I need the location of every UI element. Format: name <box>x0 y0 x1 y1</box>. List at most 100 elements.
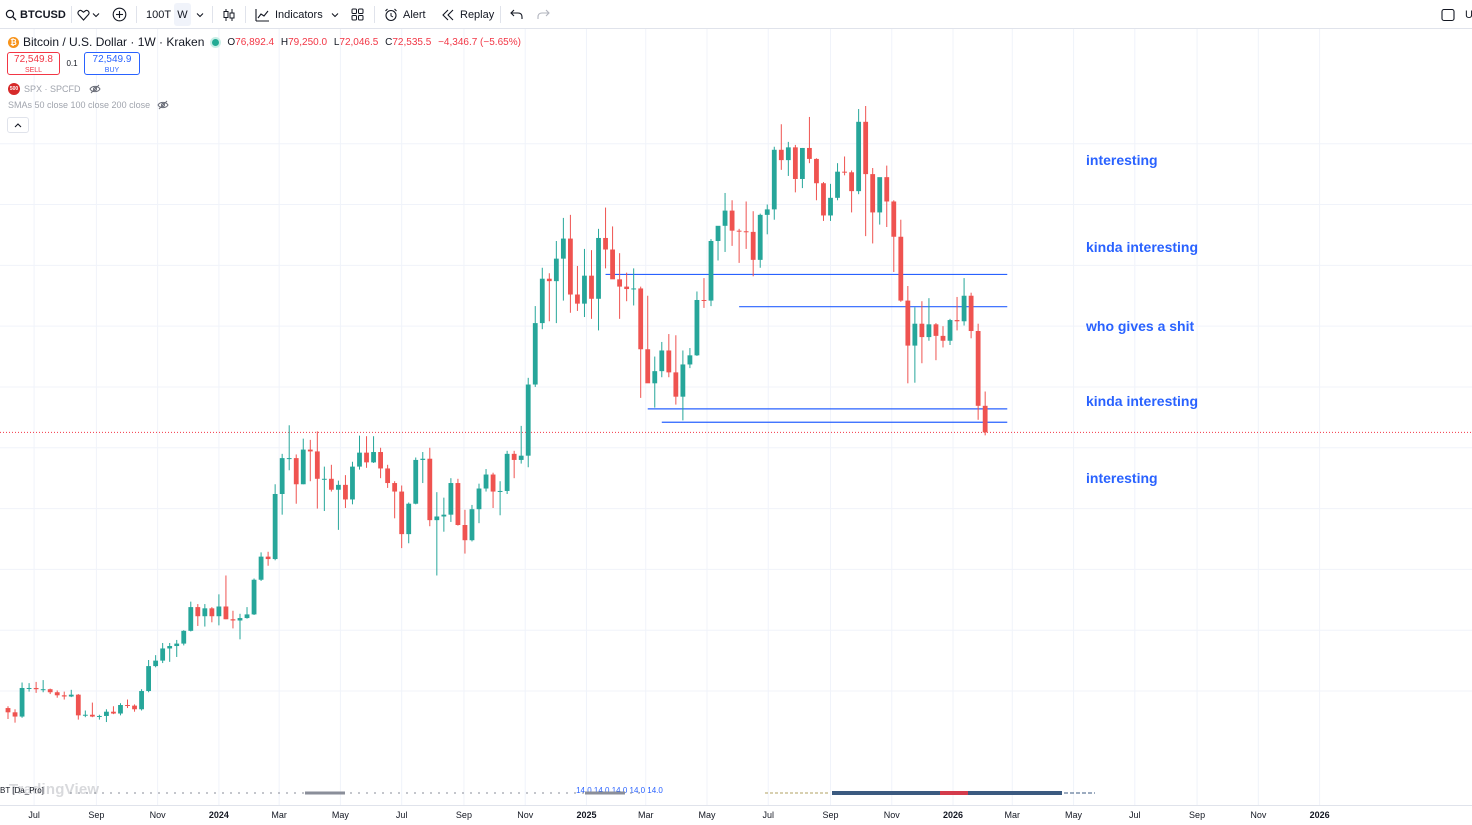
time-axis-label: Jul <box>28 810 40 820</box>
candle-body <box>532 323 538 385</box>
annotation-text[interactable]: kinda interesting <box>1086 393 1199 409</box>
interval-dropdown[interactable] <box>196 0 204 29</box>
candle <box>272 484 278 561</box>
candle <box>497 481 503 516</box>
candle-body <box>919 323 925 338</box>
layouts-button[interactable] <box>351 0 364 29</box>
annotation-text[interactable]: interesting <box>1086 470 1158 486</box>
candle-body <box>722 210 728 226</box>
candle-body <box>504 453 510 491</box>
candles <box>5 106 988 723</box>
candle <box>82 710 88 718</box>
compare-add-button[interactable] <box>112 0 127 29</box>
chevron-up-icon <box>14 123 22 128</box>
candle-body <box>357 452 362 467</box>
undo-button[interactable] <box>510 0 523 29</box>
candle-body <box>835 171 840 198</box>
candle-body <box>139 691 144 710</box>
candle-body <box>863 121 869 175</box>
time-axis-label: Sep <box>455 810 472 820</box>
candle-body <box>111 711 116 714</box>
candle <box>560 217 566 301</box>
spx-compare-row[interactable]: 500 SPX · SPCFD <box>8 83 101 95</box>
time-axis-label: Sep <box>1189 810 1206 820</box>
indicators-button[interactable]: Indicators <box>255 0 323 29</box>
candle-body <box>568 238 573 295</box>
interval-button-week[interactable]: W <box>174 3 191 26</box>
redo-button[interactable] <box>537 0 550 29</box>
candle-body <box>617 279 623 287</box>
candle <box>202 604 208 627</box>
eye-hidden-icon[interactable] <box>157 100 169 110</box>
user-menu-partial[interactable]: U <box>1465 0 1472 29</box>
candle-body <box>174 643 180 647</box>
candle-body <box>715 225 721 242</box>
time-axis-label: Nov <box>883 810 900 820</box>
candle <box>610 226 615 280</box>
candle <box>33 681 39 693</box>
indicator-strip <box>70 791 1095 795</box>
candle-body <box>799 147 805 179</box>
sell-button[interactable]: 72,549.8 SELL <box>7 52 60 75</box>
candle <box>104 709 109 723</box>
candle <box>328 464 334 492</box>
favorite-dropdown[interactable] <box>77 0 100 29</box>
candle-body <box>385 468 391 484</box>
chart-type-button[interactable] <box>222 0 236 29</box>
chevron-down-icon <box>92 12 100 17</box>
sma-indicator-row[interactable]: SMAs 50 close 100 close 200 close <box>8 100 169 110</box>
order-quantity[interactable]: 0.1 <box>66 59 78 68</box>
plus-circle-icon <box>112 7 127 22</box>
candle-body <box>511 453 517 460</box>
top-toolbar: BTCUSD 100T W Indicators Alert Replay <box>0 0 1472 29</box>
candle <box>153 655 159 668</box>
candle <box>750 211 756 277</box>
candle <box>160 642 166 664</box>
annotation-text[interactable]: kinda interesting <box>1086 239 1199 255</box>
time-axis[interactable]: Jul Sep Nov 2024 Mar May Jul Sep Nov 2025 Mar May Ju… <box>0 805 1472 825</box>
candle-body <box>68 694 74 697</box>
chart-pane[interactable] <box>0 29 1472 805</box>
alert-button[interactable]: Alert <box>384 0 426 29</box>
candle-body <box>575 294 580 304</box>
buy-button[interactable]: 72,549.9 BUY <box>84 52 140 75</box>
annotation-text[interactable]: who gives a shit <box>1086 318 1195 334</box>
time-axis-label: May <box>331 810 349 820</box>
price-chart[interactable] <box>0 29 1472 805</box>
candle-body <box>884 177 890 202</box>
candle-body <box>525 384 531 456</box>
candle <box>982 391 988 436</box>
candle-body <box>940 335 946 341</box>
annotation-text[interactable]: interesting <box>1086 152 1158 168</box>
candle <box>553 241 559 324</box>
candle <box>933 323 939 361</box>
candle-body <box>434 516 440 521</box>
candle-body <box>300 449 306 485</box>
candle <box>12 709 18 723</box>
symbol-search[interactable]: BTCUSD <box>5 0 66 29</box>
spx-badge: 500 <box>8 83 20 95</box>
candle-body <box>75 694 81 716</box>
toolbar-divider <box>374 6 375 23</box>
indicators-dropdown[interactable] <box>331 0 339 29</box>
trade-buttons: 72,549.8 SELL 0.1 72,549.9 BUY <box>7 52 140 75</box>
interval-button-100t[interactable]: 100T <box>146 0 171 29</box>
candle <box>19 682 25 718</box>
candle <box>511 450 517 479</box>
time-axis-label: 2026 <box>1309 810 1330 820</box>
candle-body <box>61 695 67 697</box>
replay-button[interactable]: Replay <box>441 0 494 29</box>
collapse-legend-button[interactable] <box>7 117 29 133</box>
candle <box>596 228 601 331</box>
candle-body <box>652 371 658 384</box>
candle <box>476 483 482 524</box>
symbol-title: Bitcoin / U.S. Dollar · 1W · Kraken <box>23 35 205 49</box>
candle <box>954 296 960 331</box>
candle <box>666 334 672 378</box>
close-value: 72,535.5 <box>392 36 432 48</box>
eye-hidden-icon[interactable] <box>88 84 101 94</box>
candle <box>146 660 151 693</box>
candle <box>582 248 587 318</box>
layout-toggle-button[interactable] <box>1441 0 1455 29</box>
candle-body <box>12 712 18 717</box>
